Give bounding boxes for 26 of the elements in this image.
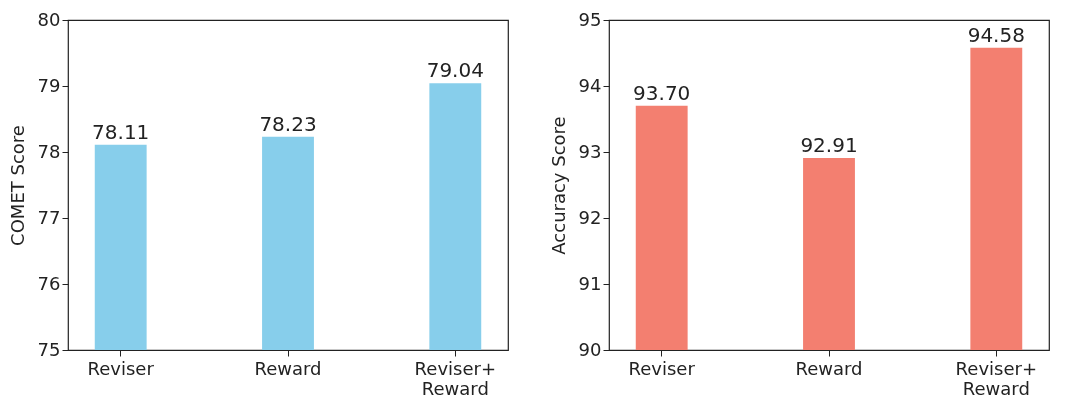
y-tick-label: 79 — [37, 74, 61, 96]
y-tick-label: 95 — [578, 8, 602, 30]
y-tick-label: 77 — [37, 206, 61, 228]
y-axis-title: Accuracy Score — [547, 116, 569, 255]
x-tick-label: Reviser+ Reward — [414, 357, 496, 399]
y-tick-label: 91 — [578, 272, 602, 294]
y-tick-label: 93 — [578, 140, 602, 162]
data-label: 78.11 — [92, 119, 150, 144]
data-label: 79.04 — [426, 58, 484, 83]
data-label: 78.23 — [259, 111, 317, 136]
y-tick-label: 75 — [37, 338, 61, 360]
y-tick-label: 90 — [578, 338, 602, 360]
x-tick-label: Reviser+ Reward — [955, 357, 1037, 399]
y-tick-label: 80 — [37, 8, 61, 30]
x-tick-label: Reviser — [87, 357, 155, 379]
data-label: 93.70 — [633, 80, 691, 105]
data-label: 92.91 — [800, 132, 858, 157]
data-label: 94.58 — [967, 22, 1025, 47]
x-tick-label: Reviser — [628, 357, 696, 379]
y-tick-label: 92 — [578, 206, 602, 228]
y-tick-label: 78 — [37, 140, 61, 162]
y-tick-label: 94 — [578, 74, 602, 96]
x-tick-label: Reward — [254, 357, 322, 379]
x-tick-label: Reward — [795, 357, 863, 379]
y-axis-title: COMET Score — [6, 125, 28, 246]
y-tick-label: 76 — [37, 272, 61, 294]
